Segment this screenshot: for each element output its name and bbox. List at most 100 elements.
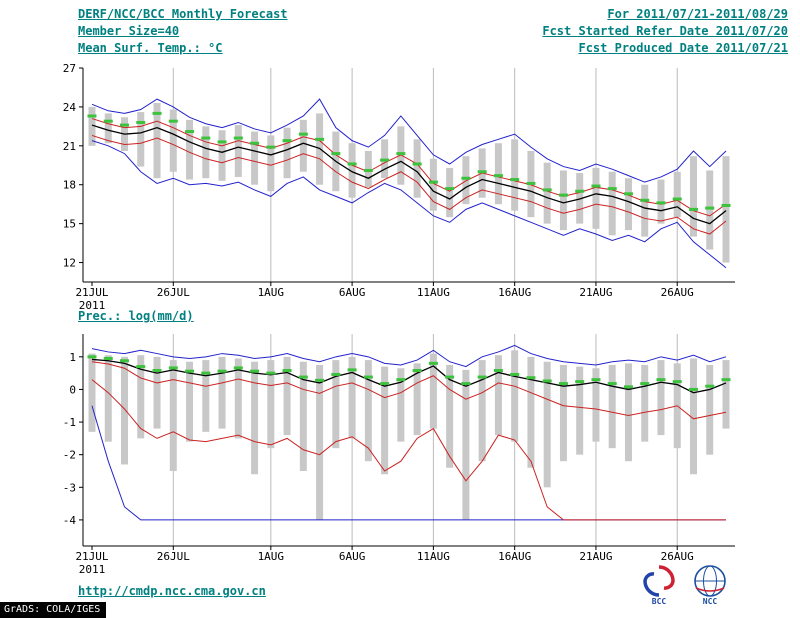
ensemble-spread-bar [202,360,210,432]
ensemble-spread-bar [88,106,96,146]
y-tick-label: 15 [63,218,76,231]
ensemble-spread-bar [251,131,259,185]
ensemble-spread-bar [299,119,307,172]
y-tick-label: 27 [63,62,76,75]
forecast-period: For 2011/07/21-2011/08/29 [607,7,788,21]
ensemble-spread-bar [511,350,519,442]
bcc-logo: BCC [643,565,675,605]
ensemble-spread-bar [413,139,421,198]
ensemble-spread-bar [608,171,616,236]
ensemble-spread-bar [641,364,649,442]
x-tick-label: 21AUG [579,286,612,299]
ensemble-spread-bar [169,360,177,471]
x-tick-label: 1AUG [258,286,285,299]
site-url: http://cmdp.ncc.cma.gov.cn [78,584,266,598]
produced-date: Fcst Produced Date 2011/07/21 [578,41,788,55]
y-tick-label: -4 [63,514,77,527]
x-tick-label: 6AUG [339,286,366,299]
ensemble-spread-bar [673,171,681,218]
precip-chart-title: Prec.: log(mm/d) [78,309,194,323]
ensemble-spread-bar [186,361,194,442]
ensemble-spread-bar [348,356,356,439]
ensemble-spread-bar [234,358,242,439]
x-tick-label: 1AUG [258,550,285,563]
y-tick-label: -2 [63,449,76,462]
ensemble-spread-bar [657,360,665,436]
ensemble-spread-bar [641,184,649,237]
ensemble-spread-bar [576,366,584,455]
ensemble-spread-bar [494,143,502,205]
temp-chart-title: Mean Surf. Temp.: °C [78,41,223,55]
ncc-logo: NCC [694,565,726,605]
ensemble-spread-bar [234,125,242,177]
ensemble-spread-bar [722,156,730,263]
x-year-label: 2011 [79,563,106,576]
ensemble-spread-bar [218,356,226,429]
ensemble-spread-bar [251,361,259,475]
ensemble-spread-bar [299,361,307,471]
ensemble-spread-bar [429,353,437,429]
ensemble-spread-bar [202,126,210,179]
grads-credit: GrADS: COLA/IGES [0,602,107,618]
upper-quartile-line [91,118,727,217]
x-tick-label: 26JUL [157,550,190,563]
ensemble-spread-bar [137,112,145,167]
member-size: Member Size=40 [78,24,180,38]
ensemble-spread-bar [462,156,470,205]
ensemble-spread-bar [559,364,567,462]
ensemble-spread-bar [397,368,405,442]
ensemble-spread-bar [104,113,112,144]
ensemble-spread-bar [267,360,275,449]
ensemble-spread-bar [592,167,600,229]
ensemble-spread-bar [153,103,161,179]
x-tick-label: 21JUL [75,286,108,299]
ensemble-spread-bar [559,170,567,231]
ensemble-mean-line [91,358,727,394]
ensemble-spread-bar [494,355,502,436]
ensemble-spread-bar [104,355,112,442]
ensemble-spread-bar [348,143,356,198]
ensemble-spread-bar [608,364,616,449]
ensemble-spread-bar [429,158,437,211]
ensemble-spread-bar [413,363,421,436]
ensemble-spread-bar [543,162,551,224]
x-tick-label: 11AUG [417,550,450,563]
ensemble-spread-bar [706,364,714,455]
ensemble-spread-bar [364,360,372,462]
x-tick-label: 11AUG [417,286,450,299]
ensemble-spread-bar [706,170,714,250]
y-tick-label: 1 [69,351,76,364]
y-tick-label: 21 [63,140,76,153]
ensemble-spread-bar [689,156,697,237]
logos: BCC NCC [640,563,732,605]
lower-quartile-line [91,134,727,235]
ensemble-spread-bar [121,356,129,465]
ensemble-spread-bar [624,363,632,462]
precipitation-chart: -4 -3 -2 -1 0 1 21JUL 26JUL 1AUG 6AUG 11AUG 16AUG 21… [63,334,735,576]
ensemble-spread-bar [511,139,519,211]
x-tick-label: 21AUG [579,550,612,563]
lower-quartile-line [91,379,726,521]
ensemble-spread-bar [446,167,454,218]
x-tick-label: 21JUL [75,550,108,563]
x-tick-label: 16AUG [498,550,531,563]
y-tick-label: -1 [63,416,76,429]
ensemble-spread-bar [527,356,535,468]
ensemble-spread-bar [218,130,226,181]
ensemble-spread-bar [267,135,275,192]
ensemble-spread-bar [592,368,600,442]
refer-date: Fcst Started Refer Date 2011/07/20 [542,24,788,38]
ensemble-spread-bar [446,364,454,468]
x-tick-label: 6AUG [339,550,366,563]
x-tick-label: 16AUG [498,286,531,299]
x-tick-label: 26JUL [157,286,190,299]
y-tick-label: 24 [63,101,77,114]
ensemble-spread-bar [169,109,177,172]
ensemble-spread-bar [316,364,324,520]
ensemble-spread-bar [283,356,291,436]
upper-quartile-line [91,361,727,420]
ncc-logo-label: NCC [703,597,718,605]
ensemble-spread-bar [624,178,632,231]
y-tick-label: 12 [63,257,76,270]
